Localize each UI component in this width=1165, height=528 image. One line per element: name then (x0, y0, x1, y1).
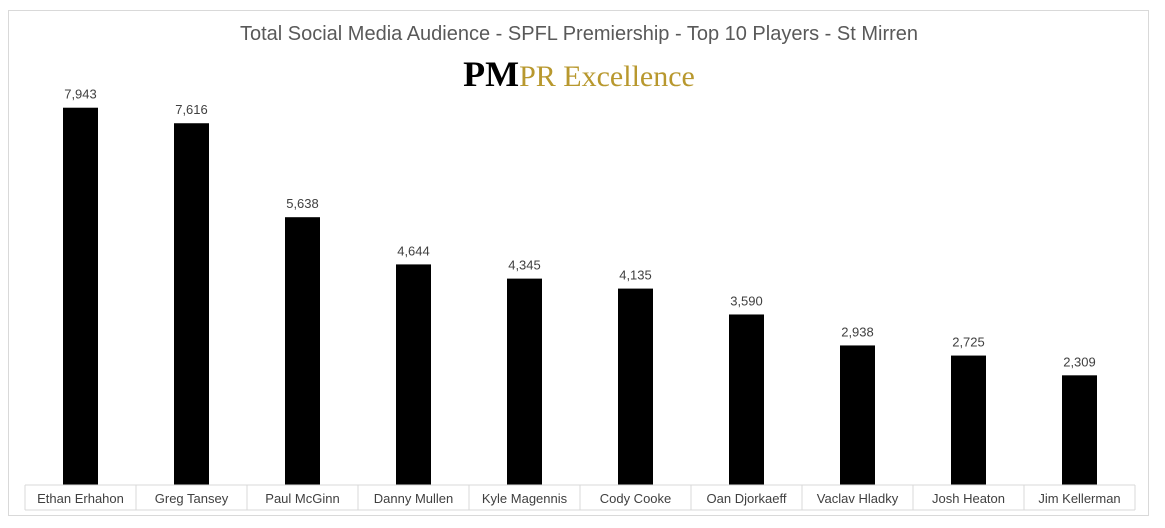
bar (840, 345, 875, 485)
data-label: 2,309 (1063, 354, 1096, 369)
category-label: Jim Kellerman (1038, 491, 1120, 506)
category-label: Cody Cooke (600, 491, 672, 506)
data-label: 5,638 (286, 196, 319, 211)
category-label: Paul McGinn (265, 491, 339, 506)
bar (951, 355, 986, 485)
chart-frame (8, 10, 1149, 516)
data-label: 4,135 (619, 268, 652, 283)
bar (396, 264, 431, 485)
category-label: Danny Mullen (374, 491, 454, 506)
bar (618, 288, 653, 485)
bar (285, 217, 320, 485)
data-label: 4,644 (397, 243, 430, 258)
bar (1062, 375, 1097, 485)
chart-title: Total Social Media Audience - SPFL Premi… (240, 23, 918, 45)
data-label: 7,616 (175, 102, 208, 117)
data-labels-group: 7,943 7,616 5,638 4,644 4,345 4,135 3,590 2,938… (64, 87, 1096, 370)
bar (174, 123, 209, 486)
bar (507, 278, 542, 485)
category-label: Oan Djorkaeff (707, 491, 787, 506)
data-label: 2,725 (952, 335, 985, 350)
category-label: Kyle Magennis (482, 491, 568, 506)
category-label: Greg Tansey (155, 491, 229, 506)
logo: PMPR Excellence (463, 54, 695, 94)
bar (729, 314, 764, 485)
bar (63, 107, 98, 486)
data-label: 2,938 (841, 324, 874, 339)
data-label: 4,345 (508, 258, 541, 273)
category-label: Josh Heaton (932, 491, 1005, 506)
svg-text:PMPR Excellence: PMPR Excellence (463, 54, 695, 94)
category-label: Vaclav Hladky (817, 491, 899, 506)
logo-pr-excellence-text: PR Excellence (519, 60, 695, 93)
category-axis: Ethan Erhahon Greg Tansey Paul McGinn Danny… (24, 484, 1136, 511)
bars-group (63, 107, 1097, 486)
logo-pm-text: PM (463, 54, 519, 94)
category-label: Ethan Erhahon (37, 491, 124, 506)
data-label: 7,943 (64, 87, 97, 102)
data-label: 3,590 (730, 293, 763, 308)
